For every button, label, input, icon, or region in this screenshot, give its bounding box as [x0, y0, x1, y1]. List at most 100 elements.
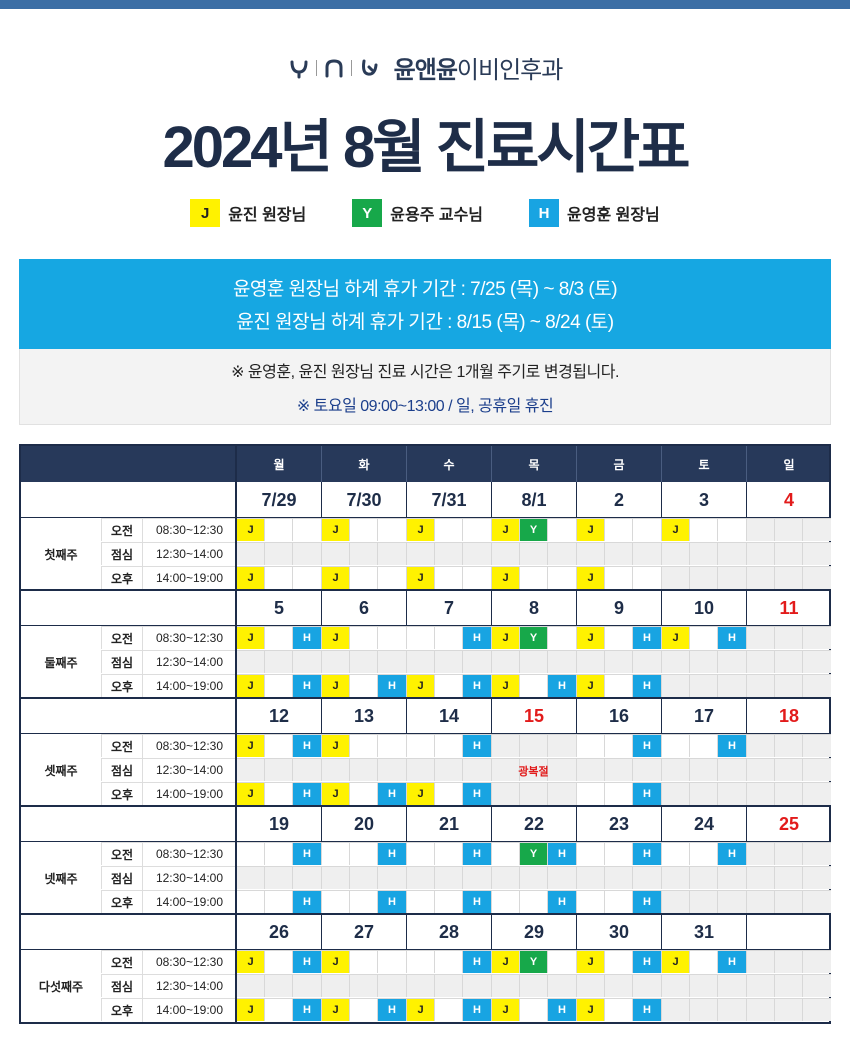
empty-cell: [349, 866, 377, 889]
empty-cell: [491, 866, 519, 889]
empty-cell: [349, 650, 377, 673]
legend-item-y: Y 윤용주 교수님: [352, 199, 483, 227]
doctor-cell-h: H: [632, 674, 661, 697]
doctor-cell-j: J: [321, 782, 349, 805]
time-slot-row: 오전 08:30~12:30: [101, 626, 236, 650]
doctor-code: J: [502, 1004, 509, 1016]
empty-cell: [349, 734, 377, 757]
date-number: 24: [661, 806, 746, 842]
week-divider: [21, 697, 829, 699]
top-accent-bar: [0, 0, 850, 9]
empty-cell: [604, 974, 632, 997]
doctor-code: H: [303, 788, 311, 800]
empty-cell: [746, 734, 774, 757]
empty-cell: [576, 782, 604, 805]
doctor-code: J: [247, 632, 254, 644]
empty-cell: [576, 542, 604, 565]
empty-cell: [604, 842, 632, 865]
empty-cell: [802, 998, 831, 1021]
doctor-code: J: [502, 524, 509, 536]
empty-cell: [264, 758, 292, 781]
date-number: 8/1: [491, 482, 576, 518]
date-number: 2: [576, 482, 661, 518]
empty-cell: [802, 518, 831, 541]
doctor-code: J: [502, 956, 509, 968]
label-column-divider: [235, 446, 237, 1022]
empty-cell: [774, 626, 802, 649]
week-label: 둘째주: [44, 655, 78, 670]
empty-cell: [434, 866, 462, 889]
weekday-header-cell: 화: [321, 446, 406, 482]
slot-time: 12:30~14:00: [142, 866, 236, 890]
empty-cell: [661, 674, 689, 697]
empty-cell: [491, 842, 519, 865]
empty-cell: [547, 542, 576, 565]
slot-name: 오전: [110, 523, 134, 538]
empty-cell: [264, 890, 292, 913]
empty-cell: [774, 866, 802, 889]
doctor-cell-h: H: [292, 674, 321, 697]
clinic-logo: 윤앤윤이비인후과: [0, 50, 850, 85]
empty-cell: [746, 842, 774, 865]
empty-cell: [746, 866, 774, 889]
empty-cell: [434, 542, 462, 565]
empty-cell: [406, 758, 434, 781]
empty-cell: [774, 566, 802, 589]
empty-cell: [576, 890, 604, 913]
empty-cell: [661, 974, 689, 997]
doctor-code: J: [332, 788, 339, 800]
doctor-cell-h: H: [462, 782, 491, 805]
date-number: 8: [491, 590, 576, 626]
empty-cell: [491, 890, 519, 913]
slot-time: 08:30~12:30: [142, 626, 236, 650]
doctor-cell-h: H: [717, 626, 746, 649]
doctor-code: J: [587, 572, 594, 584]
empty-cell: [576, 758, 604, 781]
doctor-cell-h: H: [377, 782, 406, 805]
doctor-code: J: [502, 572, 509, 584]
empty-cell: [717, 566, 746, 589]
doctor-cell-h: H: [292, 950, 321, 973]
doctor-code: J: [332, 524, 339, 536]
doctor-cell-h: H: [632, 890, 661, 913]
doctor-cell-j: J: [406, 998, 434, 1021]
slot-name: 오후: [110, 787, 134, 802]
doctor-cell-j: J: [406, 566, 434, 589]
empty-cell: [519, 866, 547, 889]
date-number: 26: [236, 914, 321, 950]
doctor-cell-y: Y: [519, 626, 547, 649]
empty-cell: [349, 998, 377, 1021]
doctor-code: H: [728, 740, 736, 752]
doctor-cell-h: H: [292, 626, 321, 649]
doctor-code: J: [587, 1004, 594, 1016]
empty-cell: [321, 542, 349, 565]
doctor-cell-h: H: [377, 890, 406, 913]
empty-cell: [519, 998, 547, 1021]
date-number: 12: [236, 698, 321, 734]
empty-cell: [547, 866, 576, 889]
empty-cell: [604, 674, 632, 697]
empty-cell: [377, 518, 406, 541]
time-slot-row: 오후 14:00~19:00: [101, 890, 236, 914]
empty-cell: [802, 734, 831, 757]
empty-cell: [547, 650, 576, 673]
doctor-code: H: [643, 740, 651, 752]
doctor-code: H: [643, 632, 651, 644]
doctor-cell-h: H: [292, 998, 321, 1021]
date-number: 6: [321, 590, 406, 626]
doctor-code: J: [417, 524, 424, 536]
date-number: 14: [406, 698, 491, 734]
date-number: 13: [321, 698, 406, 734]
empty-cell: [689, 782, 717, 805]
time-slot-row: 오후 14:00~19:00: [101, 566, 236, 590]
empty-cell: [547, 782, 576, 805]
time-slot-row: 오전 08:30~12:30: [101, 950, 236, 974]
doctor-code: J: [502, 680, 509, 692]
empty-cell: [406, 890, 434, 913]
empty-cell: [377, 566, 406, 589]
doctor-code: H: [473, 896, 481, 908]
doctor-cell-j: J: [321, 950, 349, 973]
doctor-cell-j: J: [576, 674, 604, 697]
empty-cell: [604, 758, 632, 781]
empty-cell: [632, 650, 661, 673]
